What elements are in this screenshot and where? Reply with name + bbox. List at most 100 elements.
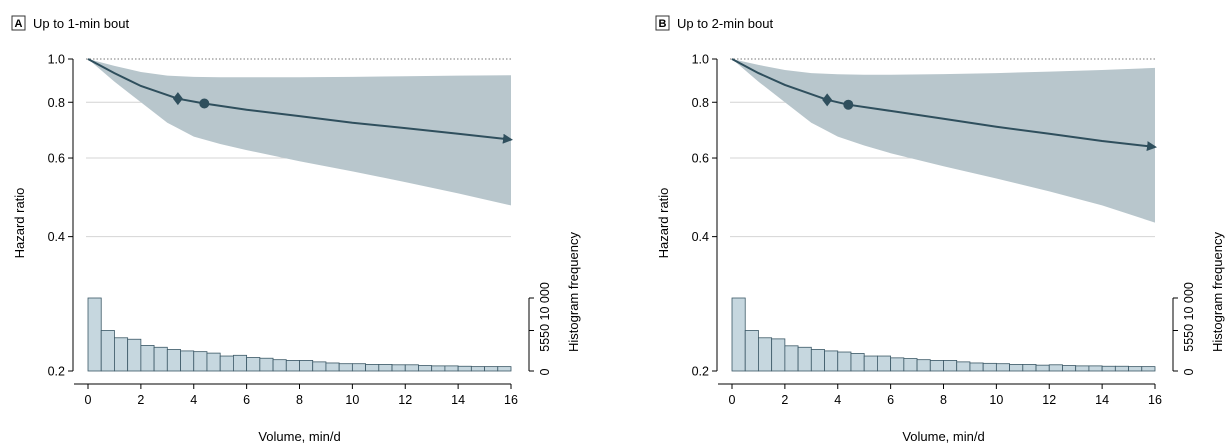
histogram-bar (114, 337, 129, 372)
histogram-bar (943, 360, 958, 372)
histogram-bar (1062, 365, 1077, 372)
histogram-bar (457, 365, 472, 372)
y-tick-label: 0.8 (48, 96, 65, 110)
y2-axis-label: Histogram frequency (1210, 232, 1225, 352)
histogram-bar (1088, 365, 1103, 372)
circle-marker (199, 98, 210, 109)
y2-tick-label: 5550 10 000 (538, 282, 552, 352)
histogram-bar (153, 346, 168, 372)
x-tick-label: 8 (940, 393, 947, 407)
histogram-bar (1141, 366, 1156, 372)
histogram-bar (1101, 365, 1116, 372)
x-tick-label: 0 (85, 393, 92, 407)
histogram-bar (351, 363, 366, 372)
histogram-bar (797, 346, 812, 372)
histogram-bar (325, 362, 340, 372)
x-tick-label: 12 (1042, 393, 1056, 407)
confidence-band (732, 59, 1155, 223)
y2-axis-label: Histogram frequency (566, 232, 581, 352)
histogram-bar (127, 338, 142, 372)
histogram-bar (100, 330, 115, 372)
y-tick-label: 0.4 (48, 230, 65, 244)
histogram-bar (470, 366, 485, 372)
y2-tick-label: 0 (538, 368, 552, 375)
x-tick-label: 10 (345, 393, 359, 407)
x-tick-label: 2 (781, 393, 788, 407)
diamond-marker (172, 92, 183, 106)
hazard-curve (87, 58, 513, 144)
diamond-marker (822, 93, 833, 107)
panel-letter-box (11, 15, 26, 31)
panel-letter: A (15, 18, 23, 30)
panel-b: B Up to 2-min bout 0.2 0.4 0.6 0.8 1.0 Hazard r… (655, 15, 1225, 444)
histogram-bar (233, 354, 248, 372)
histogram-bar (180, 350, 195, 372)
x-tick-label: 14 (451, 393, 465, 407)
histogram-bar (731, 297, 746, 372)
histogram-bar (1035, 364, 1050, 372)
histogram-bar (365, 364, 380, 372)
histogram-bar (877, 355, 892, 372)
x-tick-label: 8 (296, 393, 303, 407)
histogram-bar (246, 357, 261, 372)
panel-title: Up to 1-min bout (33, 16, 129, 31)
histogram-bar (206, 352, 221, 372)
histogram-bar (166, 349, 181, 372)
x-tick-label: 16 (504, 393, 518, 407)
histogram-bar (299, 360, 314, 372)
histogram-bar (810, 349, 825, 372)
panel-title: Up to 2-min bout (677, 16, 773, 31)
histogram-bar (863, 355, 878, 372)
histogram-bar (903, 358, 918, 372)
histogram-bar (497, 366, 512, 372)
histogram-bar (338, 363, 353, 372)
histogram-bar (982, 362, 997, 372)
histogram-bar (850, 353, 865, 372)
y-tick-label: 0.6 (48, 152, 65, 166)
histogram-bar (1048, 364, 1063, 372)
histogram-bar (272, 359, 287, 372)
histogram-bar (969, 362, 984, 372)
histogram-bar (771, 338, 786, 372)
panel-letter: B (659, 18, 667, 30)
histogram-bar (1128, 366, 1143, 372)
x-tick-label: 14 (1095, 393, 1109, 407)
histogram-bar (929, 360, 944, 372)
hazard-curve (731, 58, 1157, 152)
y-tick-label: 0.2 (692, 365, 709, 379)
histogram-bar (431, 365, 446, 372)
y-tick-label: 0.2 (48, 365, 65, 379)
panel-a: A Up to 1-min bout 0.2 0.4 0.6 0.8 1.0 Hazard r… (11, 15, 581, 444)
histogram-bar (444, 365, 459, 372)
x-tick-label: 16 (1148, 393, 1162, 407)
y-tick-label: 1.0 (48, 53, 65, 67)
histogram-bar (956, 361, 971, 372)
histogram-bar (140, 345, 155, 372)
histogram-bar (1022, 364, 1037, 372)
histogram-bar (259, 357, 274, 372)
histogram-bar (995, 363, 1010, 372)
histogram-bar (916, 359, 931, 372)
y-axis-label: Hazard ratio (12, 188, 27, 259)
histogram-bar (404, 364, 419, 372)
histogram-bar (758, 337, 773, 372)
histogram-bar (391, 364, 406, 372)
histogram-bar (837, 351, 852, 372)
y-tick-label: 0.8 (692, 96, 709, 110)
histogram-bar (484, 366, 499, 372)
histogram-bar (418, 365, 433, 372)
histogram-bar (890, 357, 905, 372)
x-axis-label: Volume, min/d (902, 429, 984, 444)
histogram-bar (87, 297, 102, 372)
circle-marker (843, 99, 854, 110)
y-axis-label: Hazard ratio (656, 188, 671, 259)
histogram-bar (219, 355, 234, 372)
panel-letter-box (655, 15, 670, 31)
y2-tick-label: 0 (1182, 368, 1196, 375)
x-tick-label: 6 (887, 393, 894, 407)
x-tick-label: 12 (398, 393, 412, 407)
histogram-bar (784, 345, 799, 372)
x-tick-label: 2 (137, 393, 144, 407)
x-tick-label: 4 (190, 393, 197, 407)
